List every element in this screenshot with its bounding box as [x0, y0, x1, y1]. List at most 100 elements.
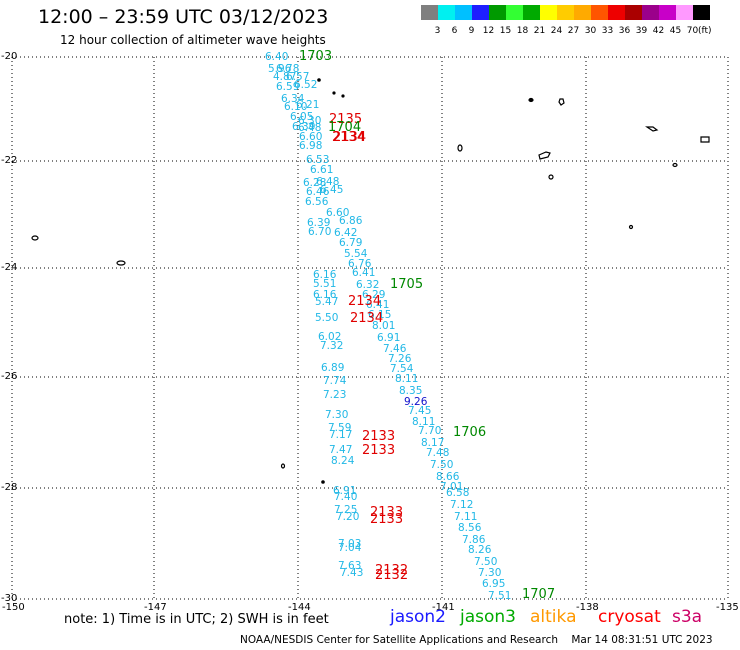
wave-height-value: 6.61: [310, 164, 333, 176]
scale-label: 70: [686, 26, 699, 36]
wave-height-value: 6.10: [284, 101, 307, 113]
wave-height-value: 6.39: [292, 121, 315, 133]
wave-height-value: 7.25: [334, 504, 357, 516]
wave-height-value: 6.78: [276, 63, 299, 75]
wave-height-labels: 6.405.966.784.876.576.526.596.346.216.10…: [265, 51, 511, 602]
scale-label: 9: [468, 26, 475, 36]
pass-number-label: 2133: [370, 505, 403, 520]
scale-label: 27: [567, 26, 580, 36]
page-title: 12:00 – 23:59 UTC 03/12/2023: [38, 6, 329, 28]
wave-height-value: 8.35: [399, 385, 422, 397]
wave-height-value: 6.34: [281, 93, 305, 105]
wave-height-value: 9.26: [404, 396, 428, 408]
scale-label: 30: [584, 26, 597, 36]
wave-height-value: 7.45: [408, 405, 431, 417]
scale-swatch: [608, 5, 625, 20]
lat-label: -22: [1, 155, 18, 166]
wave-height-value: 6.59: [276, 81, 299, 93]
pass-number-label: 2132: [375, 568, 408, 583]
island: [31, 235, 39, 241]
lon-label: -135: [716, 602, 739, 613]
wave-height-value: 6.95: [482, 578, 505, 590]
pass-number-label: 2135: [329, 112, 362, 127]
footer: NOAA/NESDIS Center for Satellite Applica…: [240, 634, 713, 646]
wave-height-value: 7.11: [454, 511, 477, 523]
wave-height-value: 4.87: [273, 71, 296, 83]
wave-height-value: 8.17: [421, 437, 444, 449]
wave-height-value: 6.28: [303, 177, 326, 189]
island: [321, 480, 325, 484]
island: [457, 144, 463, 152]
island-outlines: [31, 78, 710, 484]
scale-label: 12: [482, 26, 495, 36]
island: [332, 91, 336, 95]
pass-number-label: 1703: [299, 49, 332, 64]
wave-height-value: 7.17: [329, 429, 352, 441]
island: [538, 151, 551, 160]
wave-height-value: 7.04: [338, 542, 362, 554]
scale-swatch: [676, 5, 693, 20]
wave-height-value: 6.76: [348, 258, 372, 270]
wave-height-value: 7.50: [430, 459, 453, 471]
wave-height-value: 6.79: [339, 237, 362, 249]
island: [628, 224, 634, 230]
lon-label: -141: [432, 602, 455, 613]
lon-label: -144: [288, 602, 311, 613]
wave-height-value: 6.16: [313, 289, 337, 301]
scale-swatch: [591, 5, 608, 20]
scale-label: 3: [434, 26, 441, 36]
scale-label: 33: [601, 26, 614, 36]
wave-height-value: 7.30: [478, 567, 501, 579]
lat-label: -28: [1, 482, 18, 493]
wave-height-value: 7.86: [462, 534, 486, 546]
pass-number-label: 2134: [332, 130, 365, 145]
pass-number-label: 1707: [522, 587, 555, 602]
scale-label: 6: [451, 26, 458, 36]
scale-swatch: [540, 5, 557, 20]
scale-swatch: [472, 5, 489, 20]
scale-label: 18: [516, 26, 529, 36]
scale-label: 36: [618, 26, 631, 36]
wave-height-value: 7.54: [390, 363, 414, 375]
wave-height-value: 6.60: [299, 131, 322, 143]
scale-swatch: [642, 5, 659, 20]
wave-height-value: 7.46: [383, 343, 407, 355]
scale-label: 21: [533, 26, 546, 36]
lon-label: -147: [144, 602, 167, 613]
scale-swatch: [489, 5, 506, 20]
wave-height-value: 7.30: [325, 409, 348, 421]
wave-height-value: 8.56: [458, 522, 482, 534]
page-subtitle: 12 hour collection of altimeter wave hei…: [60, 33, 326, 47]
wave-height-value: 5.96: [268, 63, 292, 75]
island: [558, 98, 565, 106]
island: [700, 136, 710, 143]
pass-number-label: 2133: [370, 512, 403, 527]
scale-label: 15: [499, 26, 512, 36]
island: [645, 126, 659, 132]
wave-height-value: 8.01: [372, 320, 395, 332]
legend-sat-s3a: s3a: [672, 607, 703, 627]
wave-height-value: 7.47: [329, 444, 352, 456]
wave-height-value: 6.70: [308, 226, 331, 238]
wave-height-value: 6.30: [298, 115, 321, 127]
pass-number-label: 2133: [362, 443, 395, 458]
wave-height-value: 8.11: [395, 373, 418, 385]
footer-credit: NOAA/NESDIS Center for Satellite Applica…: [240, 634, 558, 646]
lat-label: -20: [1, 51, 18, 62]
wave-height-value: 8.26: [468, 544, 492, 556]
wave-height-value: 7.26: [388, 353, 412, 365]
scale-swatch: [523, 5, 540, 20]
wave-height-value: 6.98: [299, 140, 322, 152]
scale-swatch: [438, 5, 455, 20]
wave-height-value: 6.41: [352, 267, 375, 279]
scale-label: 42: [652, 26, 665, 36]
wave-height-value: 5.47: [315, 296, 338, 308]
wave-height-value: 6.57: [286, 71, 309, 83]
island: [528, 97, 534, 103]
legend-sat-jason2: jason2: [390, 607, 446, 627]
pass-number-label: 1706: [453, 425, 486, 440]
wave-height-value: 6.89: [321, 362, 344, 374]
wave-height-value: 6.56: [305, 196, 329, 208]
wave-height-value: 5.54: [344, 248, 368, 260]
footer-timestamp: Mar 14 08:31:51 UTC 2023: [571, 634, 713, 646]
